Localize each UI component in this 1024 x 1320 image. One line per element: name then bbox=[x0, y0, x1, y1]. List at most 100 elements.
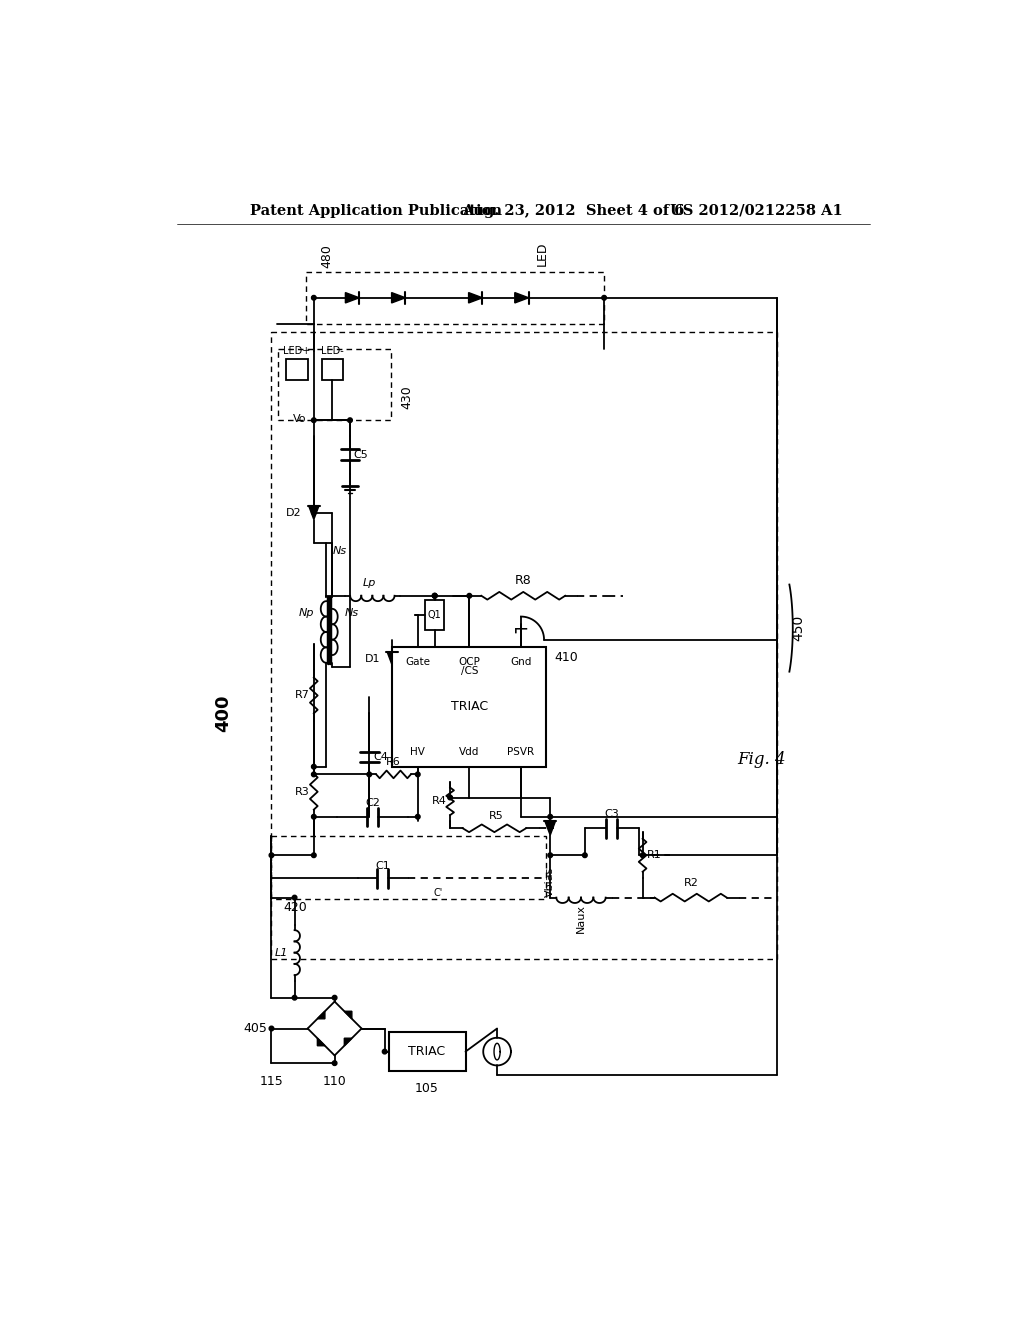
Bar bbox=[279, 350, 391, 420]
Bar bbox=[271, 836, 547, 899]
Polygon shape bbox=[344, 1011, 352, 1019]
Circle shape bbox=[311, 764, 316, 770]
Text: C': C' bbox=[434, 887, 443, 898]
Circle shape bbox=[467, 594, 472, 598]
Circle shape bbox=[416, 772, 420, 776]
Text: ⌐: ⌐ bbox=[513, 620, 529, 639]
Circle shape bbox=[311, 772, 316, 776]
Text: R7: R7 bbox=[295, 690, 310, 700]
Text: Np: Np bbox=[298, 607, 313, 618]
Circle shape bbox=[640, 853, 645, 858]
Text: 115: 115 bbox=[260, 1074, 284, 1088]
Text: R8: R8 bbox=[515, 573, 531, 586]
Text: US 2012/0212258 A1: US 2012/0212258 A1 bbox=[670, 203, 843, 218]
Text: L1: L1 bbox=[275, 948, 289, 957]
Text: R3: R3 bbox=[295, 787, 310, 797]
Text: Naux: Naux bbox=[577, 904, 586, 933]
Polygon shape bbox=[515, 293, 528, 304]
Text: R1: R1 bbox=[646, 850, 662, 861]
Text: C5: C5 bbox=[354, 450, 369, 459]
Text: 420: 420 bbox=[283, 902, 307, 915]
Circle shape bbox=[432, 594, 437, 598]
Circle shape bbox=[447, 795, 453, 800]
Text: LED: LED bbox=[536, 242, 549, 267]
Text: C1: C1 bbox=[376, 861, 390, 871]
Polygon shape bbox=[344, 1039, 352, 1045]
Text: D2: D2 bbox=[286, 508, 301, 517]
Text: 410: 410 bbox=[554, 651, 578, 664]
Text: D1: D1 bbox=[366, 653, 381, 664]
Polygon shape bbox=[545, 821, 555, 836]
Text: Q1: Q1 bbox=[428, 610, 441, 620]
Polygon shape bbox=[391, 293, 406, 304]
Circle shape bbox=[548, 814, 553, 818]
Circle shape bbox=[416, 814, 420, 818]
Text: Patent Application Publication: Patent Application Publication bbox=[250, 203, 502, 218]
Text: 400: 400 bbox=[214, 694, 232, 731]
Text: C2: C2 bbox=[365, 797, 380, 808]
Circle shape bbox=[432, 594, 437, 598]
Text: Vbias: Vbias bbox=[545, 867, 555, 898]
Circle shape bbox=[292, 895, 297, 900]
Polygon shape bbox=[317, 1011, 325, 1019]
Text: Vo: Vo bbox=[293, 413, 306, 424]
Bar bbox=[388, 1032, 466, 1071]
Text: R4: R4 bbox=[431, 796, 446, 807]
Text: R5: R5 bbox=[488, 810, 504, 821]
Text: TRIAC: TRIAC bbox=[409, 1045, 445, 1059]
Circle shape bbox=[432, 594, 437, 598]
Circle shape bbox=[311, 296, 316, 300]
Text: PSVR: PSVR bbox=[507, 747, 535, 758]
Polygon shape bbox=[308, 506, 319, 520]
Text: Lp: Lp bbox=[362, 578, 376, 589]
Circle shape bbox=[311, 853, 316, 858]
Text: 480: 480 bbox=[319, 244, 333, 268]
Circle shape bbox=[311, 418, 316, 422]
Circle shape bbox=[269, 853, 273, 858]
Text: Ns: Ns bbox=[333, 546, 346, 556]
Circle shape bbox=[269, 1026, 273, 1031]
Polygon shape bbox=[317, 1039, 325, 1045]
Text: HV: HV bbox=[411, 747, 425, 758]
Text: R2: R2 bbox=[684, 878, 698, 888]
Circle shape bbox=[348, 418, 352, 422]
Text: LED+: LED+ bbox=[284, 346, 310, 355]
Circle shape bbox=[367, 772, 372, 776]
Text: Gate: Gate bbox=[406, 656, 430, 667]
Polygon shape bbox=[469, 293, 482, 304]
Bar bbox=[271, 331, 777, 960]
Bar bbox=[322, 359, 343, 380]
Bar bbox=[286, 359, 307, 380]
Polygon shape bbox=[387, 652, 397, 665]
Circle shape bbox=[333, 995, 337, 1001]
Text: Ns: Ns bbox=[345, 607, 358, 618]
Text: C3: C3 bbox=[604, 809, 620, 818]
Text: LED-: LED- bbox=[321, 346, 344, 355]
Text: Vdd: Vdd bbox=[459, 747, 479, 758]
Text: 405: 405 bbox=[243, 1022, 267, 1035]
Text: OCP: OCP bbox=[459, 656, 480, 667]
Text: R6: R6 bbox=[386, 756, 400, 767]
Circle shape bbox=[583, 853, 587, 858]
Bar bbox=[306, 272, 604, 323]
Circle shape bbox=[333, 1061, 337, 1065]
Circle shape bbox=[292, 995, 297, 1001]
Circle shape bbox=[311, 511, 316, 515]
Circle shape bbox=[382, 1049, 387, 1053]
Circle shape bbox=[602, 296, 606, 300]
Bar bbox=[392, 647, 547, 767]
Text: Fig. 4: Fig. 4 bbox=[737, 751, 786, 767]
Circle shape bbox=[548, 853, 553, 858]
Text: TRIAC: TRIAC bbox=[451, 700, 487, 713]
Text: 110: 110 bbox=[323, 1074, 346, 1088]
Text: 450: 450 bbox=[792, 615, 805, 642]
Text: /CS: /CS bbox=[461, 665, 478, 676]
Text: Aug. 23, 2012  Sheet 4 of 6: Aug. 23, 2012 Sheet 4 of 6 bbox=[462, 203, 684, 218]
Circle shape bbox=[311, 814, 316, 818]
Polygon shape bbox=[345, 293, 359, 304]
Text: 105: 105 bbox=[415, 1082, 439, 1096]
Text: C4: C4 bbox=[373, 752, 388, 763]
Bar bbox=[425, 599, 444, 631]
Text: 430: 430 bbox=[400, 385, 413, 409]
Text: Gnd: Gnd bbox=[510, 656, 531, 667]
